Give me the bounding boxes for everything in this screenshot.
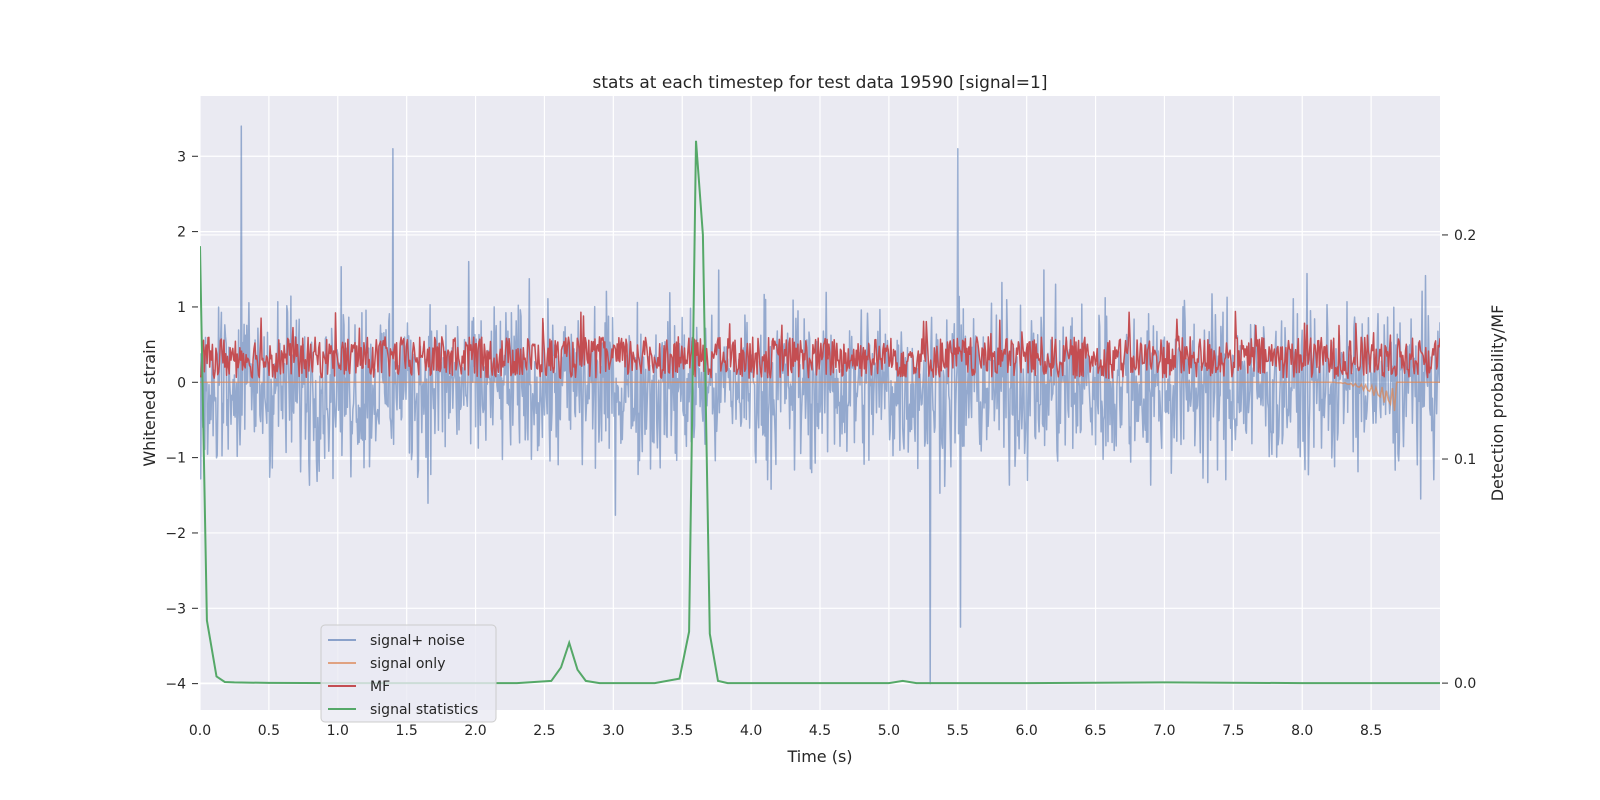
y-tick-label: −1 — [165, 451, 186, 467]
y-tick-label: −4 — [165, 677, 186, 693]
y-tick-label: 3 — [177, 149, 186, 165]
x-tick-label: 6.0 — [1016, 723, 1038, 739]
y-tick-label: 2 — [177, 225, 186, 241]
x-tick-label: 8.0 — [1291, 723, 1313, 739]
y-tick-label: −3 — [165, 601, 186, 617]
x-tick-label: 1.5 — [396, 723, 418, 739]
series-line-signal-statistics — [200, 140, 1440, 685]
x-tick-label: 5.0 — [878, 723, 900, 739]
legend-frame — [320, 624, 497, 723]
series-line-mf — [200, 310, 1440, 380]
y2-tick-label: 0.0 — [1454, 676, 1476, 692]
x-tick-label: 6.5 — [1084, 723, 1106, 739]
x-tick-label: 8.5 — [1360, 723, 1382, 739]
x-tick-label: 4.5 — [809, 723, 831, 739]
series-line-signal-only — [200, 381, 1440, 412]
y2-axis-ticks: 0.2 0.1 0.0 — [1442, 228, 1476, 692]
x-tick-label: 5.5 — [947, 723, 969, 739]
legend-label-signal-only: signal only — [370, 656, 445, 672]
x-tick-label: 3.5 — [671, 723, 693, 739]
legend-label-signal-noise: signal+ noise — [370, 633, 465, 649]
x-tick-label: 3.0 — [602, 723, 624, 739]
x-tick-label: 1.0 — [327, 723, 349, 739]
legend: signal+ noise signal only MF signal stat… — [320, 624, 497, 723]
y-tick-label: 0 — [177, 375, 186, 391]
y2-tick-label: 0.1 — [1454, 452, 1476, 468]
x-axis-label: Time (s) — [786, 747, 852, 766]
y-axis-label: Whitened strain — [140, 339, 159, 466]
y-axis-ticks: 3 2 1 0 −1 −2 −3 −4 — [165, 149, 198, 693]
y-tick-label: −2 — [165, 526, 186, 542]
y2-tick-label: 0.2 — [1454, 228, 1476, 244]
x-tick-label: 4.0 — [740, 723, 762, 739]
y-tick-label: 1 — [177, 300, 186, 316]
x-tick-label: 7.5 — [1222, 723, 1244, 739]
legend-label-signal-statistics: signal statistics — [370, 702, 478, 718]
x-tick-label: 2.5 — [533, 723, 555, 739]
series-line-signal-noise — [200, 125, 1440, 685]
x-tick-label: 7.0 — [1153, 723, 1175, 739]
x-axis-ticks: 0.0 0.5 1.0 1.5 2.0 2.5 3.0 3.5 4.0 4.5 5.0 5.5 6.0 6… — [189, 723, 1382, 739]
x-tick-label: 0.0 — [189, 723, 211, 739]
legend-label-mf: MF — [370, 679, 390, 695]
x-tick-label: 2.0 — [464, 723, 486, 739]
y2-axis-label: Detection probability/MF — [1488, 305, 1507, 502]
x-tick-label: 0.5 — [258, 723, 280, 739]
chart-title: stats at each timestep for test data 195… — [593, 73, 1048, 93]
